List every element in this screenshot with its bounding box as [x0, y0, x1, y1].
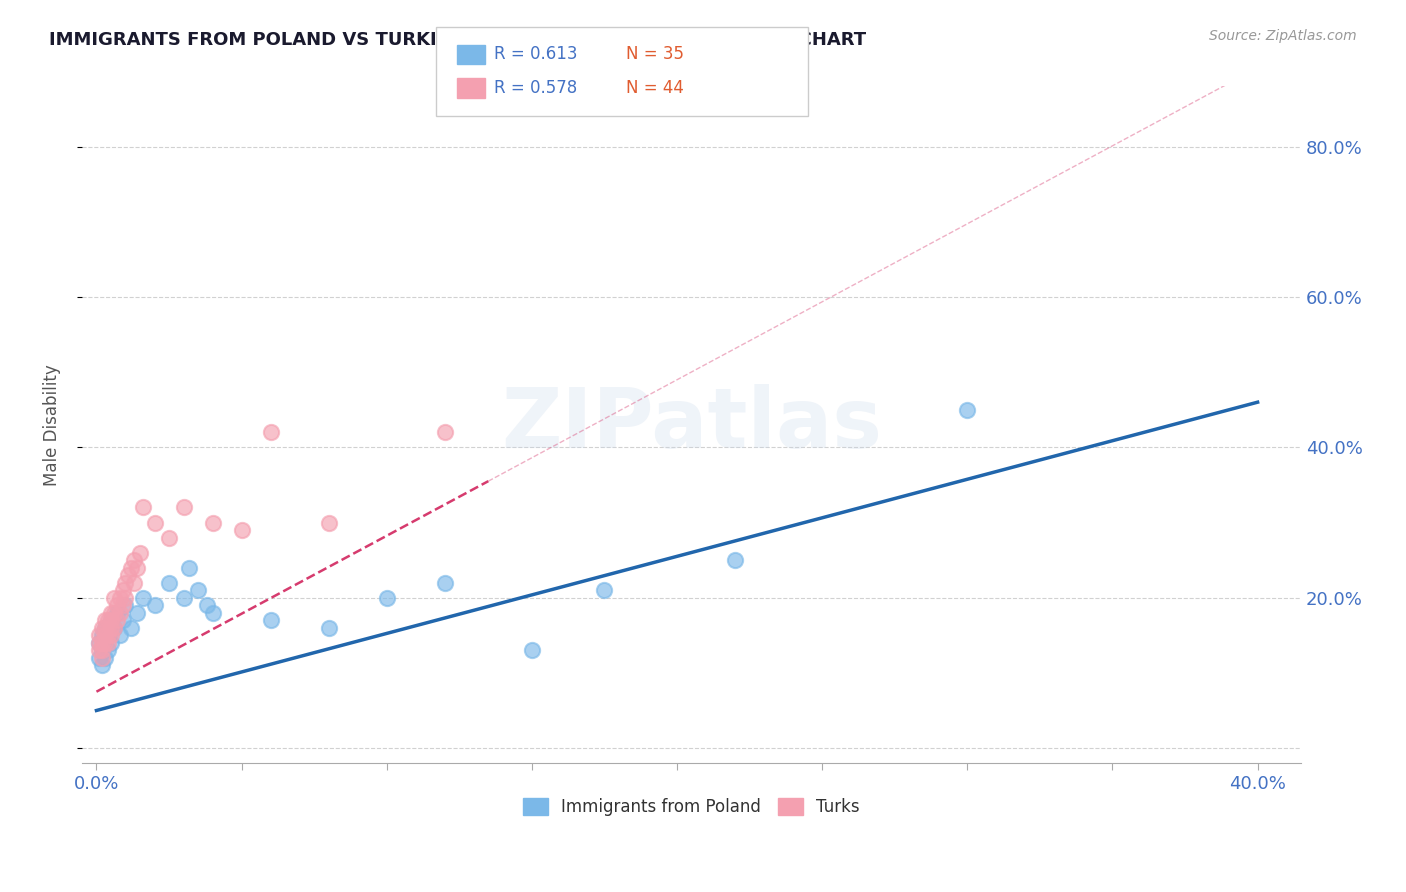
- Point: [105, 598, 128, 612]
- Point: [114, 591, 136, 605]
- Point: [120, 621, 142, 635]
- Point: [157, 575, 180, 590]
- Point: [318, 621, 340, 635]
- Point: [94, 636, 117, 650]
- Point: [100, 613, 122, 627]
- Point: [433, 425, 456, 440]
- Point: [91, 643, 114, 657]
- Point: [117, 568, 139, 582]
- Point: [103, 591, 125, 605]
- Point: [111, 583, 134, 598]
- Point: [318, 516, 340, 530]
- Point: [89, 636, 111, 650]
- Point: [433, 575, 456, 590]
- Point: [173, 591, 195, 605]
- Point: [195, 598, 218, 612]
- Point: [91, 643, 114, 657]
- Point: [114, 575, 136, 590]
- Point: [100, 628, 122, 642]
- Text: R = 0.578: R = 0.578: [494, 79, 576, 97]
- Point: [108, 628, 131, 642]
- Point: [173, 500, 195, 515]
- Point: [120, 560, 142, 574]
- Point: [100, 606, 122, 620]
- Point: [129, 545, 152, 559]
- Point: [94, 628, 117, 642]
- Point: [157, 531, 180, 545]
- Text: ZIPatlas: ZIPatlas: [501, 384, 882, 466]
- Point: [91, 628, 114, 642]
- Point: [94, 621, 117, 635]
- Point: [187, 583, 209, 598]
- Point: [94, 636, 117, 650]
- Point: [100, 636, 122, 650]
- Point: [122, 553, 145, 567]
- Point: [103, 606, 125, 620]
- Point: [127, 606, 149, 620]
- Point: [111, 598, 134, 612]
- Text: N = 44: N = 44: [626, 79, 683, 97]
- Point: [132, 591, 155, 605]
- Point: [97, 643, 120, 657]
- Point: [89, 636, 111, 650]
- Point: [91, 651, 114, 665]
- Point: [259, 425, 281, 440]
- Point: [97, 636, 120, 650]
- Text: IMMIGRANTS FROM POLAND VS TURKISH MALE DISABILITY CORRELATION CHART: IMMIGRANTS FROM POLAND VS TURKISH MALE D…: [49, 31, 866, 49]
- Point: [114, 598, 136, 612]
- Y-axis label: Male Disability: Male Disability: [44, 364, 60, 485]
- Point: [97, 613, 120, 627]
- Point: [103, 621, 125, 635]
- Point: [259, 613, 281, 627]
- Point: [724, 553, 747, 567]
- Point: [97, 628, 120, 642]
- Point: [127, 560, 149, 574]
- Point: [520, 643, 543, 657]
- Legend: Immigrants from Poland, Turks: Immigrants from Poland, Turks: [516, 791, 866, 822]
- Point: [89, 628, 111, 642]
- Text: Source: ZipAtlas.com: Source: ZipAtlas.com: [1209, 29, 1357, 43]
- Point: [108, 606, 131, 620]
- Point: [593, 583, 616, 598]
- Point: [91, 636, 114, 650]
- Point: [143, 516, 166, 530]
- Text: N = 35: N = 35: [626, 45, 683, 63]
- Point: [105, 613, 128, 627]
- Point: [111, 613, 134, 627]
- Point: [201, 606, 224, 620]
- Point: [108, 591, 131, 605]
- Point: [179, 560, 201, 574]
- Point: [89, 643, 111, 657]
- Point: [103, 621, 125, 635]
- Point: [91, 621, 114, 635]
- Point: [143, 598, 166, 612]
- Point: [105, 606, 128, 620]
- Point: [122, 575, 145, 590]
- Point: [956, 402, 979, 417]
- Point: [94, 613, 117, 627]
- Point: [91, 658, 114, 673]
- Point: [100, 613, 122, 627]
- Point: [201, 516, 224, 530]
- Point: [375, 591, 398, 605]
- Point: [94, 651, 117, 665]
- Point: [97, 628, 120, 642]
- Text: R = 0.613: R = 0.613: [494, 45, 576, 63]
- Point: [231, 523, 253, 537]
- Point: [94, 621, 117, 635]
- Point: [132, 500, 155, 515]
- Point: [100, 621, 122, 635]
- Point: [89, 651, 111, 665]
